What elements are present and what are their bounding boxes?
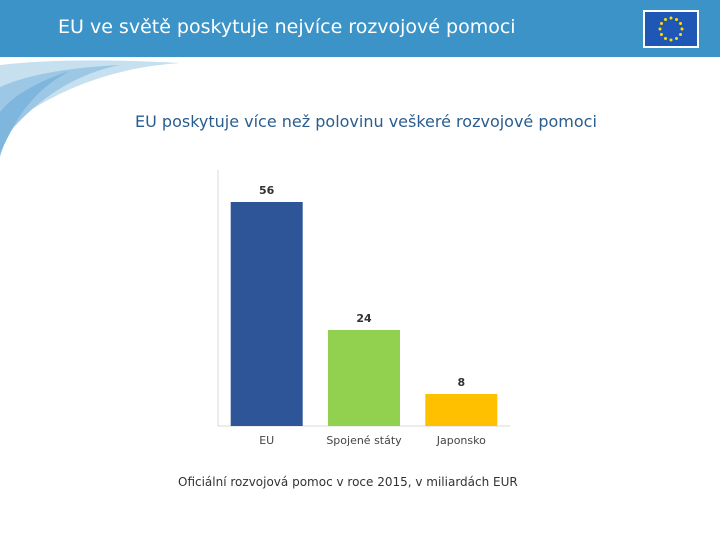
flag-star <box>675 37 678 41</box>
category-label: Japonsko <box>436 434 486 447</box>
bar <box>425 394 498 426</box>
header-bar: EU ve světě poskytuje nejvíce rozvojové … <box>0 0 720 57</box>
data-label: 56 <box>259 184 275 197</box>
page-title: EU ve světě poskytuje nejvíce rozvojové … <box>58 16 516 38</box>
flag-star <box>675 17 678 21</box>
eu-flag-icon <box>643 10 699 48</box>
chart-caption: Oficiální rozvojová pomoc v roce 2015, v… <box>178 475 518 489</box>
decorative-swoosh <box>0 60 180 157</box>
flag-star <box>679 22 683 25</box>
flag-star <box>659 22 663 25</box>
flag-star <box>658 27 662 31</box>
flag-star <box>679 33 683 36</box>
bar-chart: 56 EU 24 Spojené státy 8 Japonsko <box>217 170 510 447</box>
bar <box>230 202 303 426</box>
data-label: 24 <box>356 312 372 325</box>
category-label: EU <box>259 434 274 447</box>
flag-star <box>664 37 667 41</box>
data-label: 8 <box>457 376 465 389</box>
flag-star <box>669 38 673 42</box>
flag-star <box>664 17 667 21</box>
flag-star <box>680 27 684 31</box>
eu-flag-stars <box>658 16 684 42</box>
bar <box>328 330 400 426</box>
chart-subtitle: EU poskytuje více než polovinu veškeré r… <box>135 112 597 131</box>
category-label: Spojené státy <box>326 434 402 447</box>
flag-star <box>659 33 663 36</box>
flag-star <box>669 16 673 20</box>
